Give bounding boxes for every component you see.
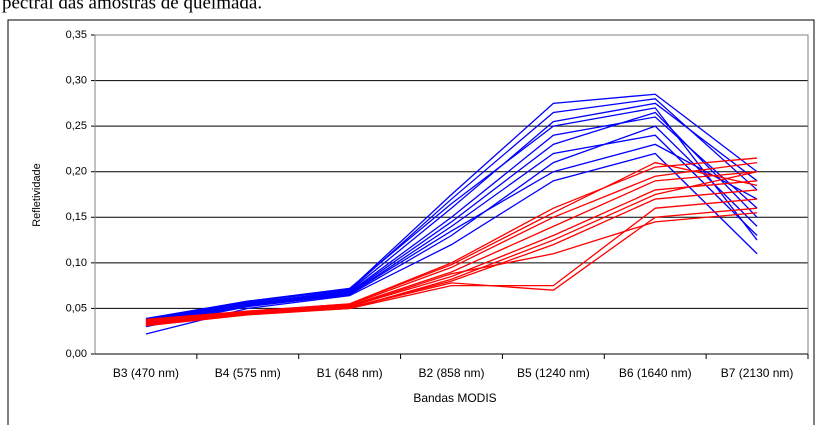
data-line <box>145 143 758 326</box>
data-line <box>145 102 758 322</box>
data-line <box>145 161 758 321</box>
data-line <box>145 161 758 322</box>
y-tick-label: 0,25 <box>66 120 87 132</box>
x-tick-label: B4 (575 nm) <box>215 366 281 380</box>
data-line <box>145 93 758 321</box>
y-tick-label: 0,30 <box>66 74 87 86</box>
x-tick-label: B2 (858 nm) <box>418 366 484 380</box>
y-tick-label: 0,35 <box>66 29 87 41</box>
chart-frame <box>7 19 815 430</box>
data-line <box>145 152 758 335</box>
caption: pectral das amostras de queimada. <box>2 0 262 13</box>
data-line <box>145 212 758 323</box>
x-tick-label: B5 (1240 nm) <box>517 366 590 380</box>
x-axis-title: Bandas MODIS <box>413 391 496 405</box>
data-line <box>145 111 758 324</box>
x-tick-label: B1 (648 nm) <box>317 366 383 380</box>
x-tick-label: B6 (1640 nm) <box>619 366 692 380</box>
data-line <box>145 180 758 324</box>
y-tick-label: 0,05 <box>66 302 87 314</box>
data-line <box>145 134 758 325</box>
data-line <box>145 171 758 325</box>
y-tick-label: 0,20 <box>66 166 87 178</box>
y-tick-label: 0,00 <box>66 348 87 360</box>
data-line <box>145 107 758 320</box>
x-tick-label: B7 (2130 nm) <box>721 366 794 380</box>
y-tick-label: 0,10 <box>66 257 87 269</box>
data-line <box>145 125 758 328</box>
x-tick-label: B3 (470 nm) <box>113 366 179 380</box>
data-line <box>145 157 758 321</box>
y-axis-title: Refletividade <box>31 163 43 227</box>
data-line <box>145 116 758 323</box>
y-tick-label: 0,15 <box>66 211 87 223</box>
data-line <box>145 198 758 327</box>
